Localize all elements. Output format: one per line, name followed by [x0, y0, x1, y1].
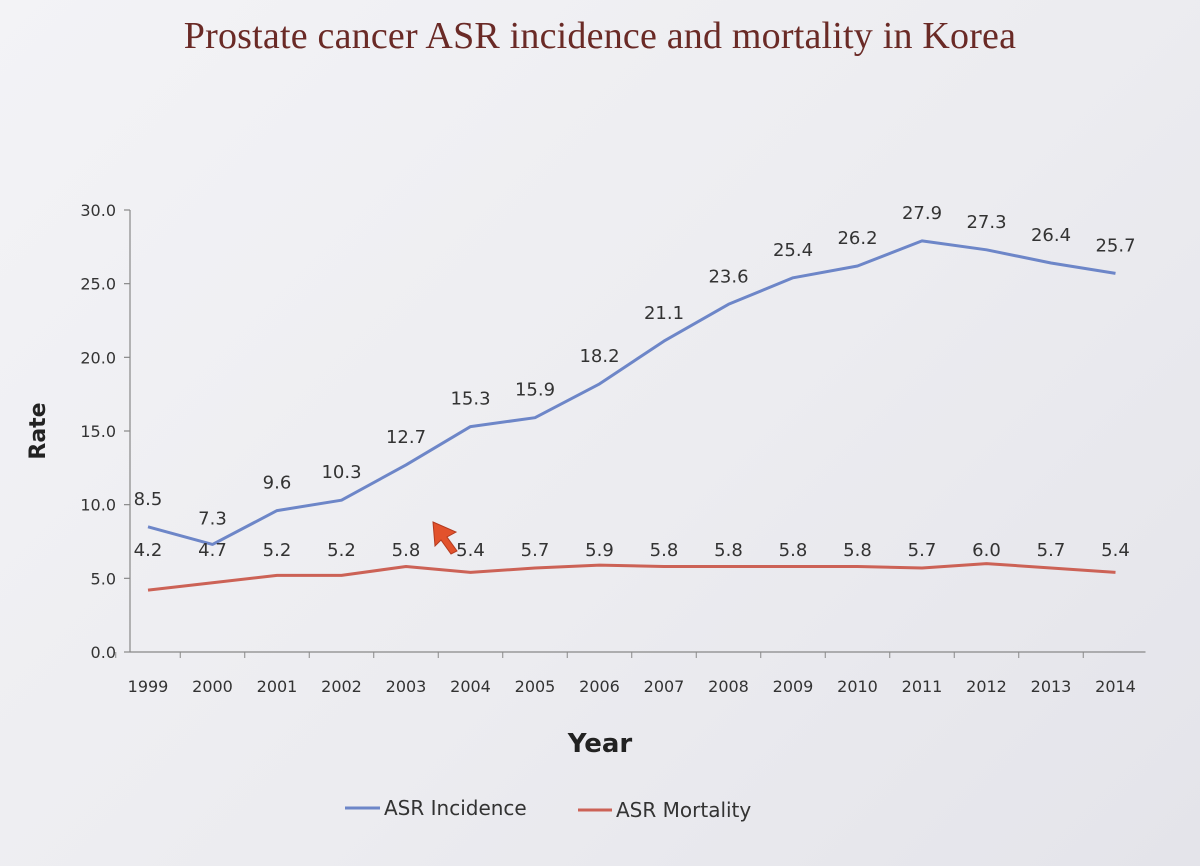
x-tick-label: 2010 [837, 677, 878, 696]
incidence-data-label: 15.3 [450, 389, 490, 410]
incidence-data-label: 8.5 [134, 489, 163, 510]
x-tick-label: 2000 [192, 677, 233, 696]
mortality-data-label: 4.2 [134, 540, 163, 561]
incidence-data-label: 27.3 [966, 212, 1006, 233]
incidence-data-label: 12.7 [386, 427, 426, 448]
mortality-data-label: 5.8 [779, 540, 808, 561]
x-tick-label: 2011 [902, 677, 943, 696]
incidence-data-label: 15.9 [515, 380, 555, 401]
y-tick-label: 5.0 [91, 569, 116, 588]
mortality-data-label: 5.7 [521, 540, 550, 561]
pointer-arrow-icon [432, 521, 458, 555]
mortality-data-label: 5.8 [392, 540, 421, 561]
mortality-data-label: 5.2 [327, 540, 356, 561]
incidence-data-label: 26.2 [837, 228, 877, 249]
x-tick-label: 2013 [1031, 677, 1072, 696]
incidence-data-label: 25.4 [773, 240, 813, 261]
y-axis-title: Rate [26, 402, 51, 459]
mortality-data-label: 5.8 [650, 540, 679, 561]
incidence-data-label: 10.3 [321, 462, 361, 483]
incidence-data-label: 21.1 [644, 303, 684, 324]
legend-label-mortality: ASR Mortality [616, 798, 751, 822]
x-tick-label: 2001 [257, 677, 298, 696]
mortality-series-line [147, 562, 1116, 592]
x-tick-label: 2012 [966, 677, 1007, 696]
x-tick-label: 1999 [128, 677, 169, 696]
mortality-data-label: 5.7 [1037, 540, 1066, 561]
y-tick-label: 15.0 [80, 422, 116, 441]
mortality-data-label: 5.4 [1101, 540, 1130, 561]
x-tick-label: 2014 [1095, 677, 1136, 696]
x-axis-title: Year [567, 729, 633, 759]
y-tick-label: 30.0 [80, 201, 116, 220]
y-tick-label: 0.0 [91, 643, 116, 662]
chart-title: Prostate cancer ASR incidence and mortal… [183, 15, 1017, 57]
mortality-data-label: 5.8 [714, 540, 743, 561]
incidence-series-line [147, 239, 1116, 546]
x-tick-label: 2008 [708, 677, 749, 696]
incidence-data-label: 27.9 [902, 203, 942, 224]
x-tick-label: 2003 [386, 677, 427, 696]
y-tick-label: 10.0 [80, 496, 116, 515]
incidence-data-label: 26.4 [1031, 225, 1071, 246]
mortality-data-label: 6.0 [972, 540, 1001, 561]
incidence-data-label: 9.6 [263, 473, 292, 494]
x-tick-label: 2004 [450, 677, 491, 696]
incidence-data-label: 7.3 [198, 508, 227, 529]
mortality-data-label: 5.2 [263, 540, 292, 561]
x-tick-label: 2007 [644, 677, 685, 696]
x-tick-label: 2006 [579, 677, 620, 696]
x-tick-label: 2002 [321, 677, 362, 696]
x-tick-label: 2005 [515, 677, 556, 696]
x-tick-label: 2009 [773, 677, 814, 696]
mortality-data-label: 5.7 [908, 540, 937, 561]
mortality-data-label: 4.7 [198, 540, 227, 561]
incidence-data-label: 25.7 [1095, 235, 1135, 256]
mortality-data-label: 5.9 [585, 540, 614, 561]
y-tick-label: 25.0 [80, 275, 116, 294]
incidence-data-label: 23.6 [708, 266, 748, 287]
legend-label-incidence: ASR Incidence [384, 796, 527, 820]
y-tick-label: 20.0 [80, 348, 116, 367]
mortality-data-label: 5.4 [456, 540, 485, 561]
incidence-data-label: 18.2 [579, 346, 619, 367]
mortality-data-label: 5.8 [843, 540, 872, 561]
